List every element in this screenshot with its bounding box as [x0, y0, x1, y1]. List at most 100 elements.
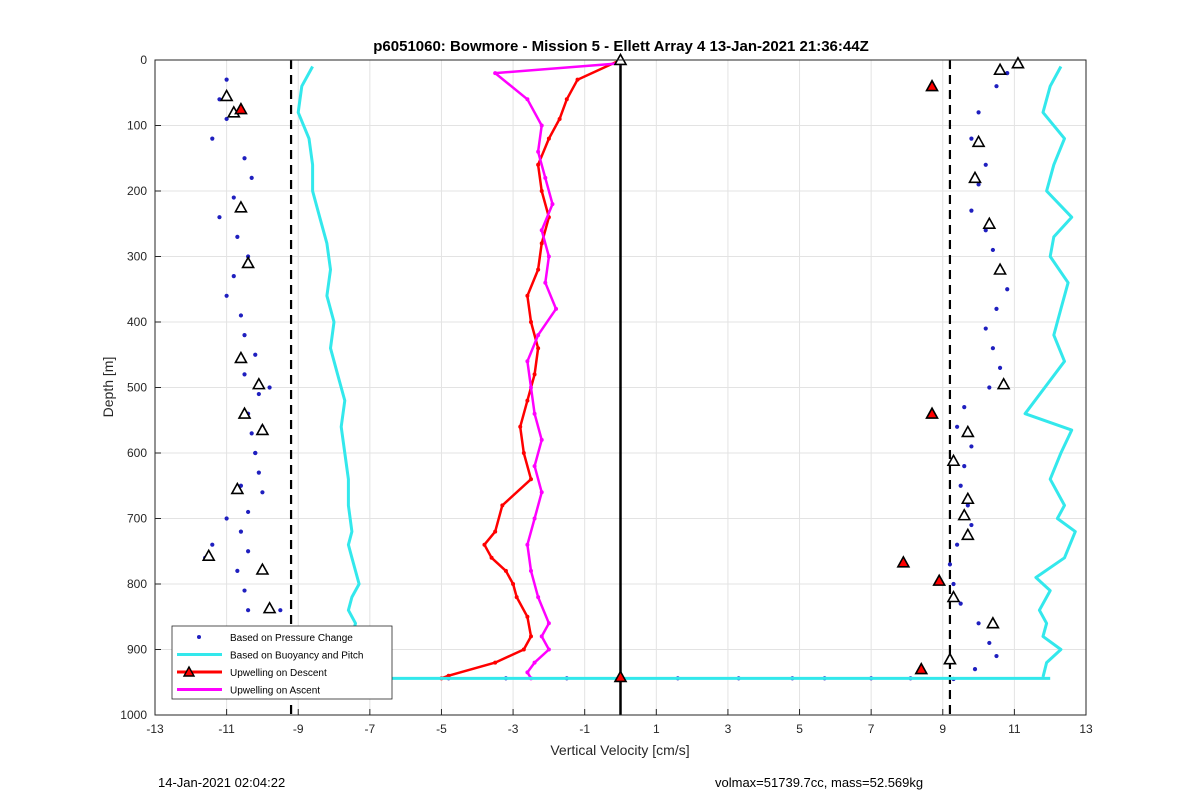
- pressure-change-point: [976, 110, 981, 115]
- triangle-marker: [234, 200, 248, 213]
- y-axis-ticks: 0 100 200 300 400 500 600 700 800 900 1000: [120, 53, 161, 722]
- pressure-change-point: [1005, 287, 1010, 292]
- pressure-change-point: [962, 464, 967, 469]
- upwelling-descent-point: [528, 477, 533, 482]
- pressure-change-point: [983, 162, 988, 167]
- upwelling-descent-point: [503, 568, 508, 573]
- y-axis-label: Depth [m]: [100, 357, 116, 418]
- triangle-marker: [613, 52, 628, 66]
- pressure-change-point: [983, 228, 988, 233]
- upwelling-ascent-point: [528, 568, 533, 573]
- pressure-change-point: [267, 385, 272, 390]
- upwelling-descent-point: [525, 398, 530, 403]
- pressure-change-point: [224, 516, 229, 521]
- upwelling-descent-point: [536, 162, 541, 167]
- triangle-marker: [234, 350, 248, 364]
- x-tick-label: 1: [653, 722, 660, 736]
- triangle-marker: [996, 377, 1011, 390]
- pressure-change-point: [249, 175, 254, 180]
- y-tick-label: 700: [127, 512, 147, 526]
- upwelling-descent-point: [521, 647, 526, 652]
- x-tick-label: -13: [146, 722, 164, 736]
- footer-volmax-mass: volmax=51739.7cc, mass=52.569kg: [715, 775, 924, 790]
- pressure-change-point: [958, 601, 963, 606]
- buoyancy-pitch-line: [1023, 65, 1077, 678]
- upwelling-ascent-point: [546, 621, 551, 626]
- triangle-marker-red: [896, 555, 911, 568]
- x-tick-label: -1: [579, 722, 590, 736]
- upwelling-descent-point: [514, 595, 519, 600]
- pressure-change-point: [972, 667, 978, 672]
- pressure-change-point: [242, 333, 247, 338]
- x-tick-label: -9: [293, 722, 304, 736]
- triangle-marker: [219, 88, 234, 102]
- triangle-marker-red: [914, 662, 929, 675]
- triangle-marker-red: [932, 573, 947, 586]
- upwelling-ascent-point: [525, 359, 530, 364]
- upwelling-ascent-point: [539, 634, 544, 639]
- pressure-change-point: [231, 274, 236, 279]
- upwelling-ascent-point: [546, 647, 551, 652]
- triangle-marker: [946, 453, 961, 467]
- upwelling-descent-point: [546, 136, 551, 141]
- y-tick-label: 0: [140, 53, 147, 67]
- upwelling-ascent-point: [539, 123, 544, 128]
- y-tick-label: 100: [127, 119, 147, 133]
- legend: Based on Pressure Change Based on Buoyanc…: [171, 625, 393, 700]
- upwelling-ascent-point: [539, 437, 544, 442]
- x-tick-label: -7: [365, 722, 376, 736]
- pressure-change-point: [994, 653, 999, 659]
- pressure-change-point: [965, 503, 970, 508]
- legend-triangle: [182, 665, 196, 677]
- x-tick-label: -3: [508, 722, 519, 736]
- x-tick-label: 11: [1008, 722, 1021, 736]
- triangle-marker-red: [613, 669, 628, 683]
- footer-timestamp: 14-Jan-2021 02:04:22: [158, 775, 286, 790]
- upwelling-descent-point: [511, 582, 516, 586]
- pressure-change-point: [253, 352, 258, 357]
- legend-box: [171, 625, 393, 700]
- pressure-change-point: [246, 608, 251, 613]
- pressure-change-point: [224, 293, 229, 298]
- x-tick-label: 13: [1079, 722, 1093, 736]
- triangle-marker: [251, 377, 266, 390]
- upwelling-ascent-point: [543, 175, 548, 180]
- triangle-marker-red: [234, 101, 248, 115]
- pressure-change-point: [994, 84, 999, 89]
- x-tick-label: 3: [725, 722, 732, 736]
- pressure-change-point: [954, 424, 960, 429]
- upwelling-descent-point: [557, 116, 562, 121]
- pressure-change-point: [253, 450, 258, 456]
- triangle-marker: [237, 406, 252, 419]
- triangle-marker: [960, 527, 975, 541]
- pressure-change-point: [990, 247, 996, 253]
- upwelling-ascent-line: [493, 62, 621, 679]
- pressure-change-point: [256, 470, 261, 475]
- upwelling-ascent-point: [525, 670, 530, 675]
- y-tick-label: 1000: [120, 708, 147, 722]
- upwelling-descent-point: [489, 555, 494, 560]
- pressure-change-point: [238, 313, 244, 318]
- upwelling-descent-point: [564, 97, 569, 102]
- upwelling-descent-point: [575, 77, 580, 82]
- x-axis-label: Vertical Velocity [cm/s]: [550, 742, 689, 758]
- upwelling-descent-point: [528, 320, 533, 324]
- upwelling-ascent-point: [532, 516, 537, 521]
- upwelling-descent-point: [539, 241, 544, 246]
- y-tick-label: 900: [127, 643, 147, 657]
- pressure-change-point: [246, 509, 251, 515]
- pressure-change-point: [235, 234, 240, 239]
- upwelling-ascent-point: [546, 254, 551, 259]
- y-tick-label: 500: [127, 381, 147, 395]
- pressure-change-point: [990, 346, 996, 351]
- pressure-change-point: [235, 568, 240, 574]
- pressure-change-point: [962, 405, 967, 410]
- triangle-marker: [201, 548, 216, 562]
- upwelling-descent-point: [539, 189, 544, 193]
- pressure-change-point: [997, 365, 1003, 370]
- legend-label: Based on Pressure Change: [230, 633, 353, 644]
- pressure-change-point: [256, 391, 261, 397]
- upwelling-ascent-point: [539, 490, 544, 495]
- y-tick-label: 300: [127, 250, 147, 264]
